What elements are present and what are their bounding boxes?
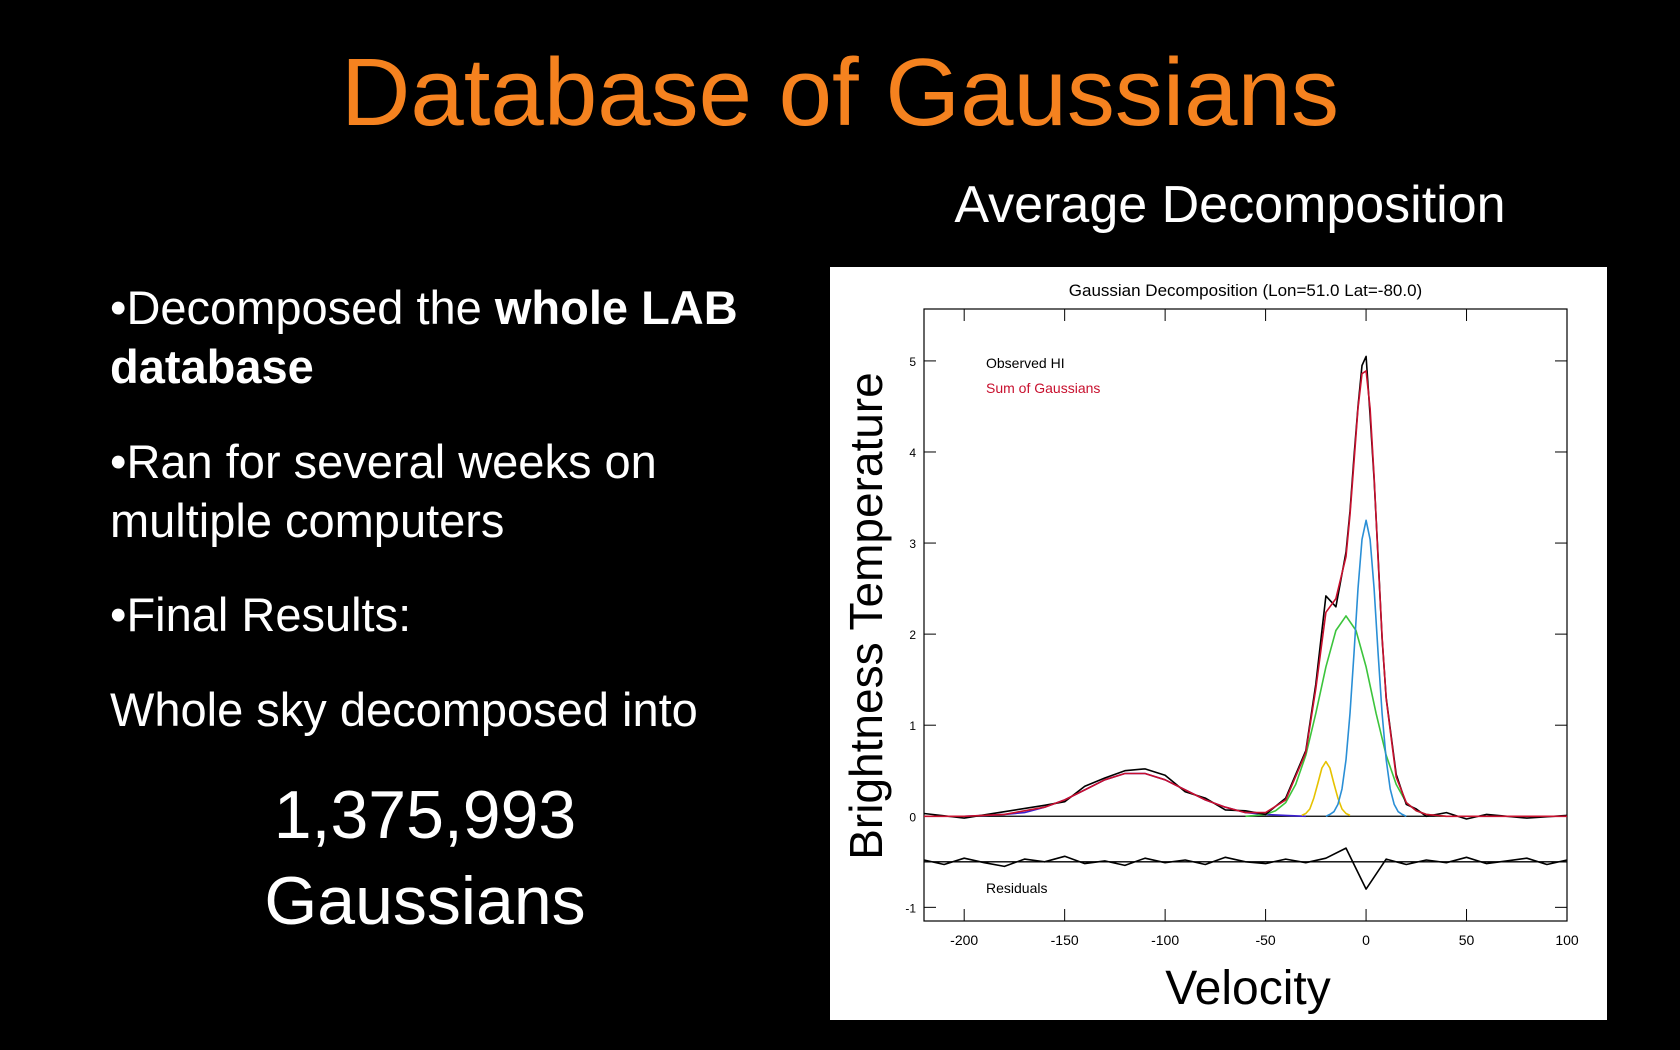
bullet-text: Ran for several weeks on multiple comput… xyxy=(110,435,657,547)
legend-entry: Sum of Gaussians xyxy=(986,380,1100,396)
slide-title: Database of Gaussians xyxy=(341,39,1339,146)
chart-background xyxy=(830,267,1607,1020)
y-tick-label: 1 xyxy=(909,719,916,733)
y-tick-label: 4 xyxy=(909,446,916,460)
y-tick-label: 3 xyxy=(909,537,916,551)
y-tick-label: 2 xyxy=(909,628,916,642)
bullet: Final Results: xyxy=(110,585,750,644)
bullet: Decomposed the whole LAB database xyxy=(110,278,750,396)
x-tick-label: 50 xyxy=(1459,932,1475,948)
chart-heading: Average Decomposition xyxy=(954,176,1506,234)
x-tick-label: -150 xyxy=(1051,932,1079,948)
bullet: Ran for several weeks on multiple comput… xyxy=(110,432,750,550)
x-tick-label: -100 xyxy=(1151,932,1179,948)
legend-entry: Observed HI xyxy=(986,355,1065,371)
result: 1,375,993 Gaussians xyxy=(180,772,670,944)
x-tick-label: 100 xyxy=(1555,932,1579,948)
y-tick-label: -1 xyxy=(905,901,916,915)
x-axis-label: Velocity xyxy=(1165,962,1330,1015)
x-tick-label: 0 xyxy=(1362,932,1370,948)
y-axis-label: Brightness Temperature xyxy=(840,372,892,860)
series-line xyxy=(923,847,1568,890)
series-line xyxy=(1301,760,1351,817)
series-line xyxy=(924,370,1567,818)
x-tick-label: -200 xyxy=(950,932,978,948)
residuals-label: Residuals xyxy=(986,880,1047,896)
body-text: Whole sky decomposed into xyxy=(110,683,698,736)
result-number: 1,375,993 xyxy=(273,777,577,853)
bullet-text: Final Results: xyxy=(126,588,412,641)
series-line xyxy=(1325,519,1407,818)
bullet-text: Decomposed the xyxy=(126,281,495,334)
bullet-bold: whole LAB database xyxy=(110,281,738,393)
plot-frame xyxy=(923,308,1568,922)
plot-title: Gaussian Decomposition (Lon=51.0 Lat=-80… xyxy=(1069,281,1422,300)
result-unit: Gaussians xyxy=(264,863,586,939)
x-tick-label: -50 xyxy=(1255,932,1275,948)
y-tick-label: 0 xyxy=(909,810,916,824)
y-tick-label: 5 xyxy=(909,355,916,369)
